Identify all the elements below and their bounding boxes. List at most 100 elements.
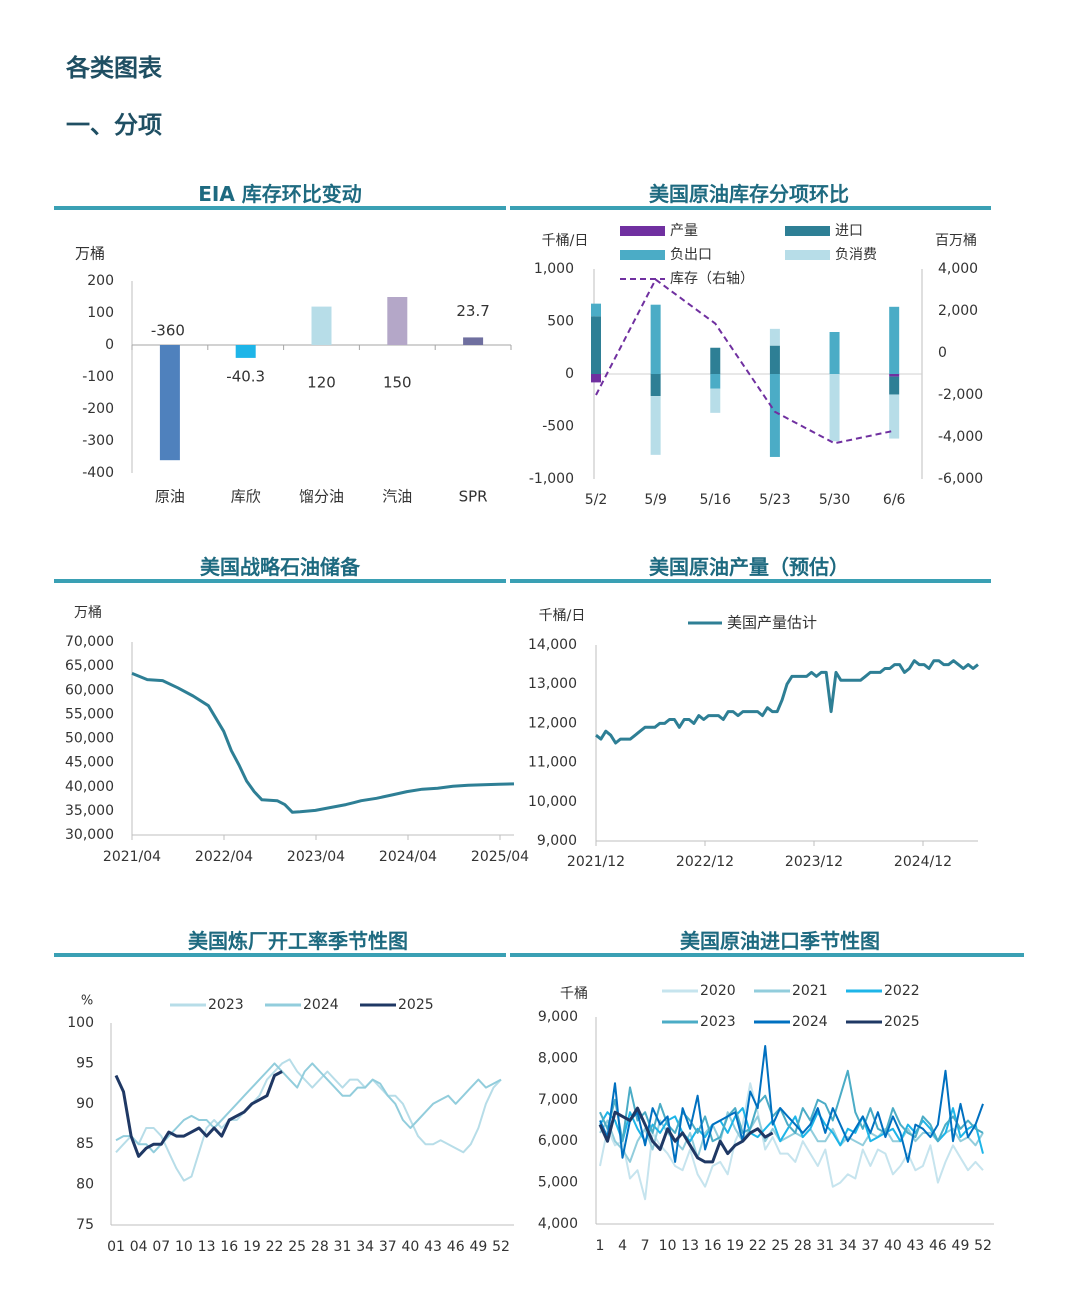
stacked-bar-segment xyxy=(889,306,900,374)
stacked-bar-segment xyxy=(710,374,721,389)
x-tick-label: 37 xyxy=(379,1239,397,1255)
y-tick-label: 75 xyxy=(76,1217,94,1233)
y-tick-label: 10,000 xyxy=(528,794,577,810)
y-tick-label: -400 xyxy=(82,465,114,481)
x-tick-label: 01 xyxy=(107,1239,125,1255)
y-tick-label: 45,000 xyxy=(65,755,114,771)
chart-title-refinery: 美国炼厂开工率季节性图 xyxy=(188,929,408,953)
bar xyxy=(463,337,484,345)
y-tick-label: -200 xyxy=(82,401,114,417)
y-tick-label: 8,000 xyxy=(538,1050,578,1066)
y-tick-label: 500 xyxy=(547,314,574,330)
x-tick-label: 1 xyxy=(596,1238,605,1254)
x-tick-label: 2022/04 xyxy=(195,849,253,865)
x-tick-label: 31 xyxy=(816,1238,834,1254)
x-tick-label: SPR xyxy=(459,488,488,506)
x-tick-label: 2023/04 xyxy=(287,849,345,865)
y-tick-label: 100 xyxy=(87,305,114,321)
x-tick-label: 49 xyxy=(469,1239,487,1255)
bar xyxy=(159,345,180,461)
y-axis-label: 千桶/日 xyxy=(542,233,589,249)
y-tick-label: 4,000 xyxy=(538,1216,578,1232)
y-tick-label: 0 xyxy=(565,366,574,382)
y-tick-label: 9,000 xyxy=(538,1009,578,1025)
x-tick-label: 2021/04 xyxy=(103,849,161,865)
y-tick-label: 60,000 xyxy=(65,682,114,698)
legend-label: 2021 xyxy=(792,983,828,999)
x-tick-label: 46 xyxy=(929,1238,947,1254)
y-tick-label: -100 xyxy=(82,369,114,385)
x-tick-label: 34 xyxy=(839,1238,857,1254)
y-tick-label-right: 4,000 xyxy=(938,261,978,277)
legend-label: 2023 xyxy=(700,1014,736,1030)
seasonal-line xyxy=(115,1058,502,1182)
chart-title-eia: EIA 库存环比变动 xyxy=(198,182,362,206)
stacked-bar-segment xyxy=(591,303,601,317)
x-tick-label: 5/2 xyxy=(585,492,608,508)
bar xyxy=(311,306,332,345)
y-axis-label: 千桶 xyxy=(560,986,588,1002)
y-tick-label: 6,000 xyxy=(538,1133,578,1149)
x-tick-label: 19 xyxy=(243,1239,261,1255)
title-rule xyxy=(54,579,506,583)
chart-title-imports: 美国原油进口季节性图 xyxy=(680,929,880,953)
stacked-bar-segment xyxy=(829,332,840,374)
legend-label: 进口 xyxy=(835,223,863,239)
y-tick-label: 12,000 xyxy=(528,715,577,731)
stacked-bar-segment xyxy=(829,374,840,442)
legend-label: 库存（右轴） xyxy=(670,271,754,287)
section-heading: 一、分项 xyxy=(66,111,162,139)
data-label: 23.7 xyxy=(456,302,489,320)
y-tick-label: 65,000 xyxy=(65,658,114,674)
y-axis-label-right: 百万桶 xyxy=(935,233,977,249)
y-tick-label: -500 xyxy=(542,419,574,435)
y-axis-label: % xyxy=(81,994,93,1009)
y-tick-label-right: 0 xyxy=(938,345,947,361)
stacked-bar-segment xyxy=(650,396,661,455)
y-tick-label: -1,000 xyxy=(529,471,574,487)
y-axis-label: 千桶/日 xyxy=(539,608,586,624)
legend-swatch xyxy=(785,250,830,260)
x-tick-label: 25 xyxy=(771,1238,789,1254)
x-tick-label: 49 xyxy=(952,1238,970,1254)
x-tick-label: 25 xyxy=(288,1239,306,1255)
x-tick-label: 22 xyxy=(266,1239,284,1255)
x-tick-label: 2024/04 xyxy=(379,849,437,865)
x-tick-label: 10 xyxy=(659,1238,677,1254)
inventory-line xyxy=(595,278,895,445)
x-tick-label: 库欣 xyxy=(231,488,261,506)
x-tick-label: 汽油 xyxy=(382,488,412,506)
y-tick-label: 40,000 xyxy=(65,779,114,795)
x-tick-label: 43 xyxy=(906,1238,924,1254)
chart-title-components: 美国原油库存分项环比 xyxy=(649,182,849,206)
x-tick-label: 46 xyxy=(447,1239,465,1255)
stacked-bar-segment xyxy=(650,304,661,374)
x-tick-label: 37 xyxy=(861,1238,879,1254)
legend-label: 2023 xyxy=(208,997,244,1013)
x-tick-label: 52 xyxy=(492,1239,510,1255)
x-tick-label: 16 xyxy=(220,1239,238,1255)
y-tick-label: 200 xyxy=(87,273,114,289)
legend-label: 负出口 xyxy=(670,247,712,263)
stacked-bar-segment xyxy=(769,345,780,374)
y-tick-label-right: 2,000 xyxy=(938,303,978,319)
title-rule xyxy=(510,206,991,210)
x-tick-label: 07 xyxy=(152,1239,170,1255)
x-tick-label: 原油 xyxy=(155,488,185,506)
legend-swatch xyxy=(620,250,665,260)
y-axis-label: 万桶 xyxy=(75,245,105,263)
y-tick-label: 85 xyxy=(76,1136,94,1152)
title-rule xyxy=(54,953,506,957)
y-tick-label: 1,000 xyxy=(534,261,574,277)
y-tick-label-right: -4,000 xyxy=(938,429,983,445)
x-tick-label: 5/16 xyxy=(700,492,732,508)
x-tick-label: 2025/04 xyxy=(471,849,529,865)
stacked-bar-segment xyxy=(769,374,780,457)
stacked-bar-segment xyxy=(591,316,601,374)
bar xyxy=(387,297,408,345)
bar xyxy=(235,345,256,358)
seasonal-line xyxy=(598,1106,774,1164)
y-tick-label: 50,000 xyxy=(65,731,114,747)
x-tick-label: 馏分油 xyxy=(299,488,344,506)
